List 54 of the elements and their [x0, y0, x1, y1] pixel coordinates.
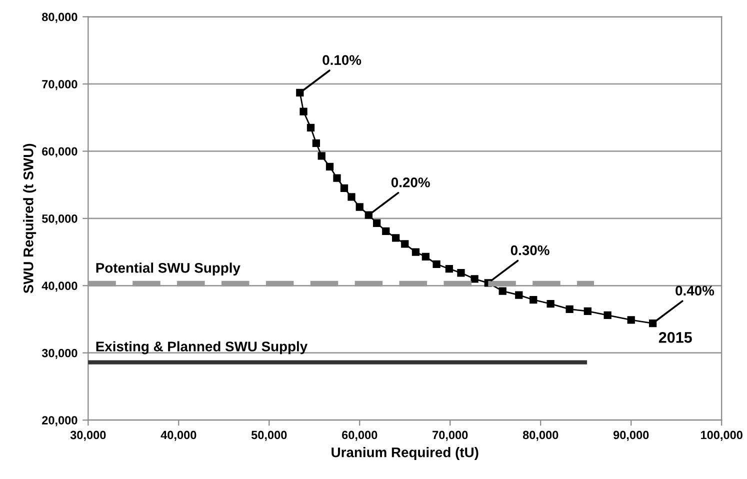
x-tick-label: 50,000	[251, 430, 287, 441]
y-tick-label: 60,000	[42, 147, 78, 158]
y-tick-label: 50,000	[42, 214, 78, 225]
x-tick-label: 90,000	[613, 430, 649, 441]
point	[649, 319, 657, 328]
y-tick-label: 80,000	[42, 12, 78, 23]
point	[412, 248, 420, 256]
point	[546, 300, 554, 308]
series-label: Potential SWU Supply	[96, 262, 240, 276]
point	[333, 174, 341, 182]
point	[470, 275, 478, 283]
point	[318, 152, 326, 160]
point	[432, 260, 440, 268]
point	[364, 211, 372, 219]
y-tick-label: 20,000	[42, 416, 78, 426]
point	[306, 124, 315, 132]
point	[312, 139, 320, 147]
point	[627, 316, 635, 324]
point	[457, 269, 465, 277]
y-tick-label: 30,000	[42, 348, 78, 359]
annotation: 0.20%	[391, 177, 430, 188]
y-axis-title: SWU Required (t SWU)	[23, 144, 36, 294]
point	[530, 296, 538, 304]
point	[356, 203, 364, 211]
x-tick-label: 60,000	[342, 430, 378, 441]
point	[348, 193, 356, 201]
point	[392, 234, 400, 242]
x-tick-label: 80,000	[522, 430, 558, 441]
x-tick-label: 70,000	[432, 430, 468, 441]
y-tick-label: 40,000	[42, 282, 78, 292]
x-tick-label: 40,000	[160, 430, 196, 441]
point	[296, 88, 304, 97]
point	[300, 108, 308, 116]
annotation: 0.10%	[322, 55, 362, 65]
point	[584, 307, 592, 316]
point	[326, 162, 334, 170]
x-tick-label: 100,000	[701, 430, 742, 441]
x-axis-title: Uranium Required (tU)	[332, 447, 478, 460]
point	[604, 311, 612, 320]
x-tick-label: 30,000	[70, 430, 106, 441]
point	[445, 265, 454, 273]
point	[382, 227, 390, 236]
point	[566, 305, 574, 313]
annotation: 0.40%	[676, 286, 714, 296]
point	[515, 291, 523, 299]
point	[401, 240, 409, 248]
y-tick-label: 70,000	[42, 80, 78, 90]
annotation: 2015	[658, 332, 692, 343]
point	[373, 219, 381, 227]
point	[340, 184, 348, 192]
point	[422, 252, 430, 261]
annotation: 0.30%	[510, 245, 550, 256]
point	[498, 287, 506, 295]
series-label: Existing & Planned SWU Supply	[96, 341, 308, 354]
